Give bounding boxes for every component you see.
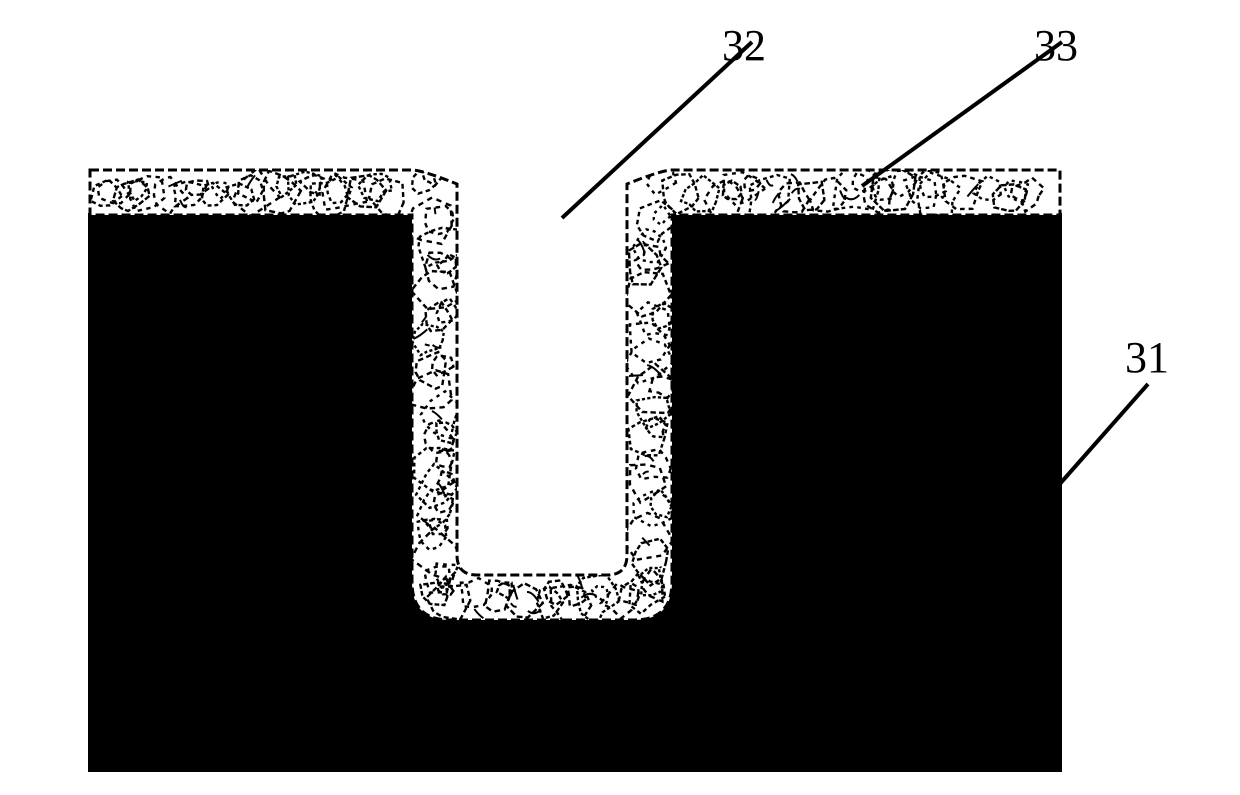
label-31: 31	[1125, 332, 1169, 383]
label-32: 32	[722, 20, 766, 71]
cross-section-svg	[0, 0, 1240, 795]
diagram-canvas: 32 33 31	[0, 0, 1240, 795]
label-33: 33	[1034, 20, 1078, 71]
